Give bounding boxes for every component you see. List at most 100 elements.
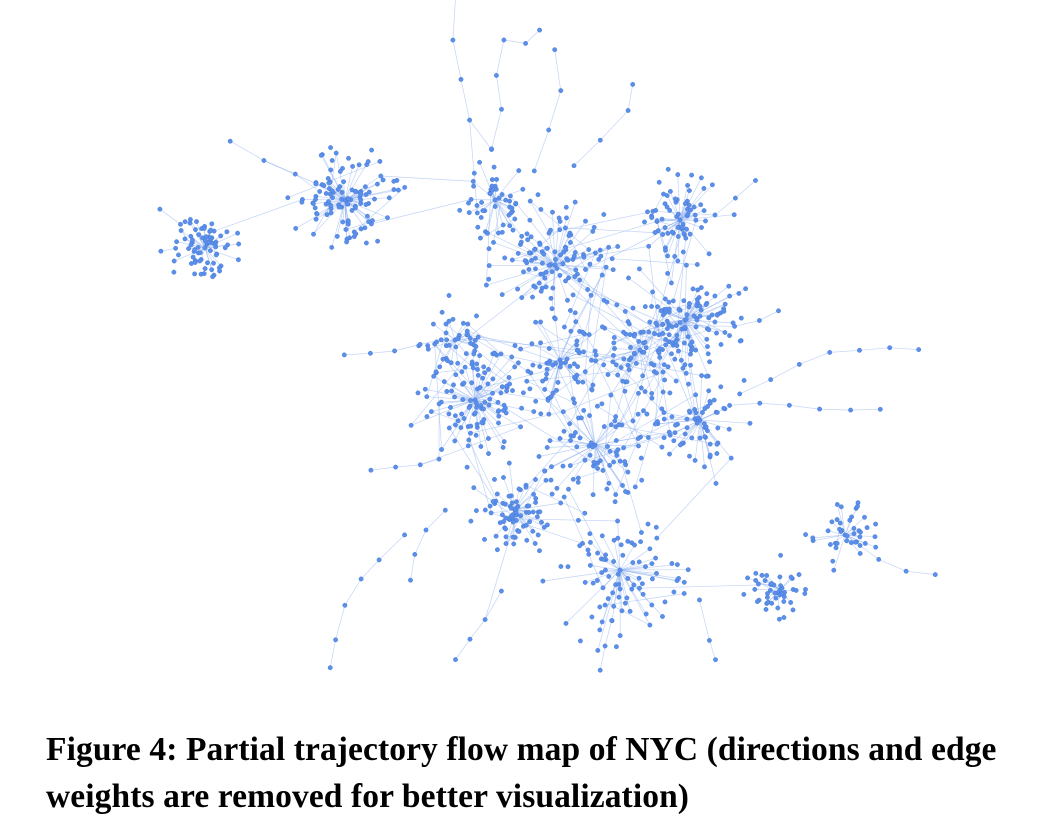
graph-node [178,228,184,233]
graph-node [714,312,720,318]
graph-node [375,238,380,244]
graph-node [544,371,549,377]
graph-node [683,317,689,322]
graph-node [213,252,219,258]
graph-edge [380,175,474,182]
graph-node [674,332,680,338]
graph-node [873,521,878,527]
graph-node [573,430,578,435]
graph-node [625,576,631,581]
graph-node [575,475,581,481]
graph-node [452,413,458,419]
graph-node [514,499,519,505]
graph-edge [619,569,685,583]
graph-node [533,319,538,325]
graph-node [196,232,202,238]
graph-node [542,275,548,281]
graph-node [475,372,481,378]
graph-node [615,244,621,249]
graph-node [669,280,674,286]
graph-node [636,575,642,581]
graph-edge [523,271,545,279]
graph-node [615,372,621,378]
graph-node [572,199,578,205]
graph-node [834,502,840,507]
graph-edge [192,239,206,249]
graph-node [468,430,473,436]
graph-node [544,366,550,372]
graph-node [737,391,743,397]
graph-edge [474,399,499,424]
graph-node [694,317,700,323]
graph-node [506,460,512,466]
graph-node [731,212,737,218]
graph-node [472,337,478,343]
graph-node [853,539,858,545]
graph-node [738,315,744,321]
graph-edge [204,247,214,264]
graph-node [654,218,660,224]
graph-node [653,207,659,213]
graph-node [687,342,693,348]
graph-node [664,318,670,324]
graph-node [455,360,461,366]
graph-node [511,541,517,547]
graph-node [346,155,351,161]
graph-edge [829,349,860,353]
graph-node [685,182,690,188]
graph-node [202,245,208,251]
graph-edge [230,140,265,161]
graph-node [536,454,542,459]
graph-node [468,398,473,403]
graph-node [541,524,547,530]
graph-node [631,333,637,339]
graph-node [537,509,543,515]
graph-node [481,364,487,370]
graph-node [313,216,319,222]
graph-node [665,270,670,276]
graph-node [660,369,666,375]
graph-node [490,390,495,396]
graph-node [660,614,665,619]
graph-node [650,576,655,582]
graph-node [482,507,488,513]
graph-node [573,319,579,325]
graph-node [643,564,648,570]
graph-node [599,570,605,575]
graph-node [568,437,573,443]
graph-node [329,244,335,250]
graph-node [641,408,646,414]
graph-edge [514,480,547,511]
graph-node [548,295,554,301]
graph-node [328,210,334,216]
graph-node [671,589,677,595]
graph-node [704,291,710,297]
graph-edge [505,407,597,465]
graph-node [460,320,466,326]
graph-node [201,225,207,231]
graph-edge [833,534,846,571]
graph-node [548,227,553,233]
graph-node [582,457,588,463]
graph-edge [594,444,617,495]
graph-node [661,362,667,368]
graph-edge [624,311,641,351]
graph-node [707,441,713,447]
graph-node [537,548,542,554]
graph-node [486,402,492,408]
graph-edge [850,408,881,411]
graph-node [694,420,700,426]
graph-node [675,562,680,567]
graph-node [664,193,670,199]
graph-node [693,392,698,398]
graph-node [544,245,550,251]
graph-node [638,385,644,391]
graph-node [693,347,699,353]
graph-node [538,411,544,417]
graph-node [640,581,645,587]
graph-node [643,345,649,350]
graph-node [707,400,713,406]
graph-node [546,411,552,417]
graph-node [311,231,316,237]
figure-caption: Figure 4: Partial trajectory flow map of… [46,731,997,815]
